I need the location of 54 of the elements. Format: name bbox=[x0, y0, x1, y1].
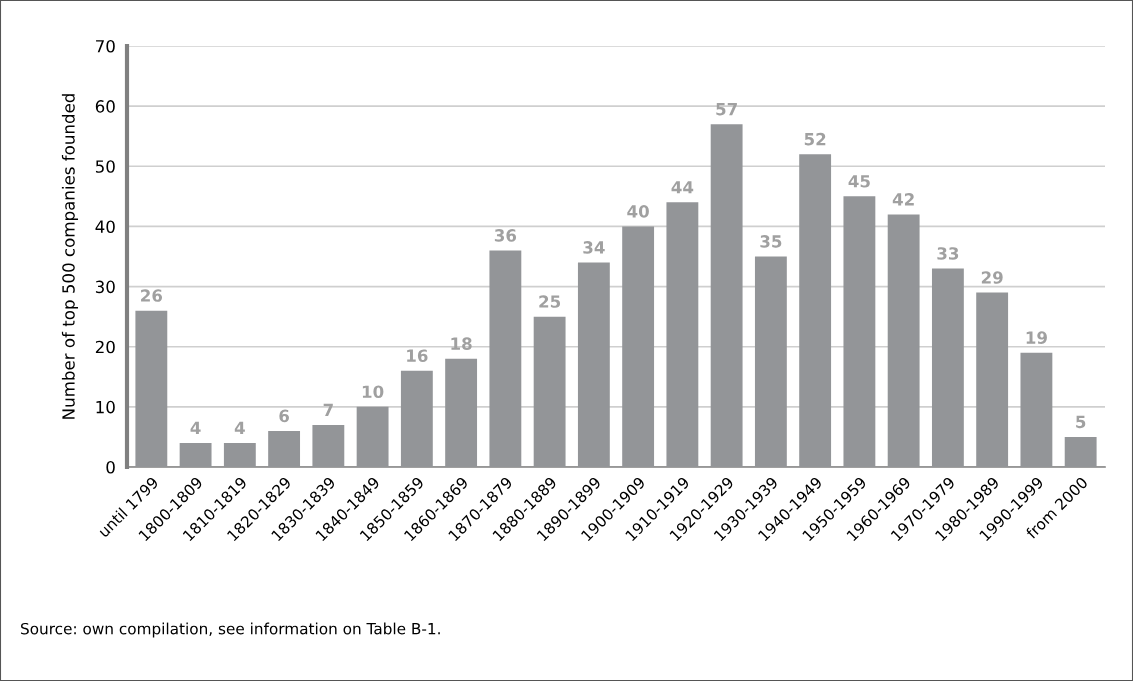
bar bbox=[179, 442, 212, 467]
y-tick-label: 10 bbox=[96, 400, 115, 414]
bar bbox=[710, 124, 743, 467]
bar bbox=[533, 316, 566, 467]
data-label: 18 bbox=[451, 337, 472, 350]
data-label: 16 bbox=[407, 349, 428, 362]
data-label: 19 bbox=[1026, 331, 1047, 344]
bar bbox=[312, 424, 345, 467]
data-label: 34 bbox=[583, 241, 605, 254]
data-label: 52 bbox=[804, 132, 826, 146]
bar bbox=[843, 196, 876, 467]
data-label: 25 bbox=[539, 295, 561, 308]
bar bbox=[622, 226, 655, 467]
bar bbox=[799, 154, 832, 467]
bar bbox=[887, 214, 920, 467]
bar bbox=[1064, 436, 1097, 467]
bar bbox=[223, 442, 256, 467]
bar bbox=[135, 310, 168, 467]
bar bbox=[666, 202, 699, 467]
bar bbox=[1020, 352, 1053, 467]
data-label: 7 bbox=[323, 403, 333, 416]
data-label: 35 bbox=[760, 235, 782, 248]
bar bbox=[931, 268, 964, 467]
bar bbox=[356, 406, 389, 467]
bar bbox=[489, 250, 522, 467]
data-label: 4 bbox=[190, 421, 201, 434]
bar bbox=[976, 292, 1009, 467]
data-label: 6 bbox=[279, 409, 289, 423]
data-label: 42 bbox=[892, 193, 914, 206]
bar bbox=[445, 358, 478, 467]
y-tick-label: 0 bbox=[106, 460, 115, 474]
y-tick-label: 30 bbox=[95, 280, 115, 294]
y-tick-label: 40 bbox=[95, 220, 115, 233]
y-tick-label: 60 bbox=[95, 100, 115, 113]
data-label: 33 bbox=[937, 247, 959, 260]
y-tick-label: 20 bbox=[95, 340, 115, 354]
data-label: 4 bbox=[234, 421, 245, 434]
data-label: 36 bbox=[494, 229, 517, 242]
bar bbox=[268, 430, 301, 467]
data-label: 44 bbox=[671, 181, 694, 194]
source-note: Source: own compilation, see information on Table B-1. bbox=[21, 622, 440, 638]
data-label: 45 bbox=[848, 175, 870, 188]
bar bbox=[577, 262, 610, 467]
y-tick-label: 50 bbox=[95, 160, 115, 173]
data-label: 29 bbox=[981, 271, 1003, 284]
bar bbox=[400, 370, 433, 467]
data-label: 10 bbox=[362, 385, 384, 399]
data-label: 5 bbox=[1076, 415, 1086, 429]
y-tick-label: 70 bbox=[96, 39, 115, 53]
data-label: 26 bbox=[141, 289, 163, 302]
data-label: 57 bbox=[716, 103, 737, 116]
data-label: 40 bbox=[627, 205, 649, 218]
y-axis-title: Number of top 500 companies founded bbox=[61, 94, 79, 419]
bar bbox=[754, 256, 787, 467]
